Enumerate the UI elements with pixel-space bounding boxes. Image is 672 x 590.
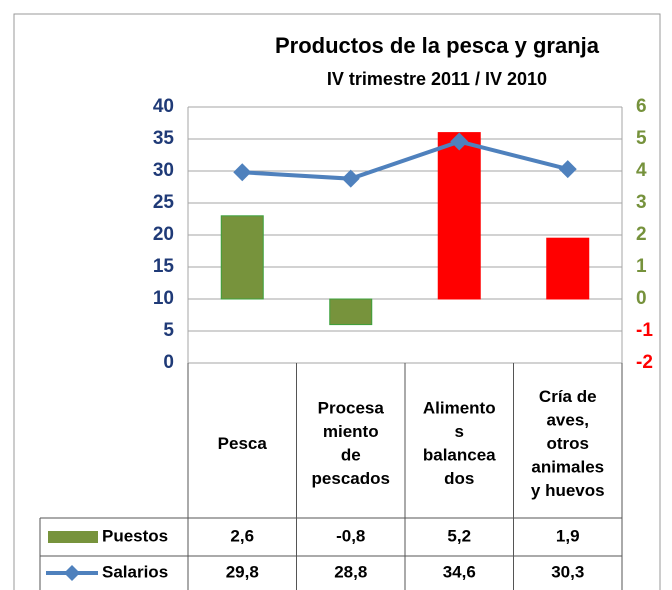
bar	[329, 298, 373, 326]
y2-tick-label: -2	[636, 352, 653, 373]
y-tick-label: 0	[163, 352, 174, 373]
y-tick-label: 20	[153, 224, 174, 245]
category-label: Cría de	[539, 387, 597, 406]
line-marker	[558, 160, 577, 179]
chart-subtitle: IV trimestre 2011 / IV 2010	[327, 69, 547, 89]
value-label: 1,9	[556, 526, 580, 545]
category-label: balancea	[423, 446, 496, 465]
legend-swatch	[64, 565, 80, 581]
y2-tick-label: 6	[636, 96, 647, 117]
category-label: Procesa	[318, 399, 385, 418]
legend-swatch	[48, 531, 98, 543]
y2-tick-label: 5	[636, 128, 647, 149]
line-marker	[233, 163, 252, 182]
chart-title: Productos de la pesca y granja	[275, 33, 600, 58]
category-label: y huevos	[531, 481, 605, 500]
y2-tick-label: 0	[636, 288, 647, 309]
legend-label: Puestos	[102, 526, 168, 545]
value-label: 34,6	[443, 562, 476, 581]
value-label: 30,3	[551, 562, 584, 581]
y-tick-label: 30	[153, 160, 174, 181]
bar	[220, 215, 264, 300]
value-label: 28,8	[334, 562, 367, 581]
value-label: 5,2	[447, 526, 471, 545]
value-label: -0,8	[336, 526, 365, 545]
y2-tick-label: 4	[636, 160, 647, 181]
y-tick-label: 15	[153, 256, 175, 277]
legend-label: Salarios	[102, 562, 168, 581]
y-tick-label: 5	[163, 320, 174, 341]
y2-tick-label: 3	[636, 192, 647, 213]
category-label: pescados	[312, 469, 390, 488]
value-label: 29,8	[226, 562, 259, 581]
y-tick-label: 40	[153, 96, 174, 117]
category-label: de	[341, 446, 361, 465]
line-marker	[341, 169, 360, 188]
y2-tick-label: -1	[636, 320, 653, 341]
y-tick-label: 10	[153, 288, 174, 309]
y-tick-label: 35	[153, 128, 175, 149]
y2-tick-label: 1	[636, 256, 647, 277]
line-marker	[450, 132, 469, 151]
bar	[546, 237, 590, 300]
category-label: otros	[547, 434, 590, 453]
line	[242, 139, 569, 181]
bar	[437, 132, 481, 300]
category-label: dos	[444, 469, 474, 488]
chart-frame	[13, 13, 661, 590]
category-label: Alimento	[423, 399, 496, 418]
category-label: s	[455, 422, 464, 441]
category-label: miento	[323, 422, 379, 441]
y2-tick-label: 2	[636, 224, 647, 245]
value-label: 2,6	[230, 526, 254, 545]
category-label: aves,	[546, 410, 589, 429]
category-label: animales	[531, 457, 604, 476]
y-tick-label: 25	[153, 192, 175, 213]
category-label: Pesca	[218, 434, 268, 453]
